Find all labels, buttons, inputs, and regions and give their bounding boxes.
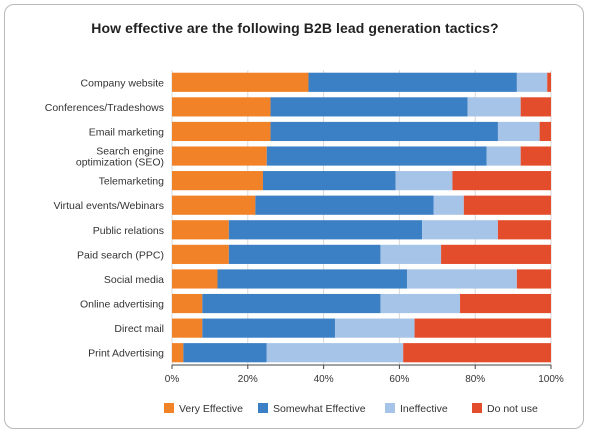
category-label: Email marketing — [89, 126, 164, 138]
bar-somewhat-effective-8 — [217, 269, 407, 289]
bar-very-effective-3 — [172, 146, 267, 166]
legend-swatch — [164, 403, 174, 413]
bar-somewhat-effective-1 — [270, 97, 468, 117]
bar-somewhat-effective-7 — [228, 244, 381, 264]
bar-ineffective-4 — [395, 171, 453, 191]
legend-swatch — [472, 403, 482, 413]
category-label: Print Advertising — [88, 348, 164, 360]
category-label: Social media — [104, 274, 164, 286]
bar-very-effective-4 — [172, 171, 263, 191]
category-label: Conferences/Tradeshows — [45, 102, 164, 114]
bar-do-not-use-9 — [460, 293, 551, 314]
bar-do-not-use-10 — [414, 318, 551, 338]
chart-title: How effective are the following B2B lead… — [91, 20, 499, 36]
category-label: Telemarketing — [99, 176, 165, 188]
category-labels: Company website Conferences/Tradeshows Ema… — [45, 77, 164, 359]
bar-ineffective-2 — [497, 121, 540, 142]
legend-swatch — [385, 403, 395, 413]
bar-very-effective-0 — [172, 72, 309, 92]
bar-ineffective-1 — [467, 97, 521, 117]
category-label: Company website — [81, 77, 165, 89]
x-axis: 0% 20% 40% 60% 80% 100% — [165, 364, 564, 385]
category-label: Public relations — [93, 225, 164, 237]
bar-somewhat-effective-9 — [202, 293, 381, 314]
category-label: Search engine optimization (SEO) — [76, 146, 164, 169]
legend-label: Ineffective — [400, 403, 448, 415]
legend: Very Effective Somewhat Effective Ineffect… — [164, 403, 538, 415]
bar-do-not-use-1 — [520, 97, 551, 117]
bar-ineffective-9 — [380, 293, 461, 314]
x-tick-label: 40% — [314, 374, 334, 385]
legend-label: Do not use — [487, 403, 538, 415]
legend-label: Somewhat Effective — [273, 403, 366, 415]
bar-ineffective-0 — [516, 72, 548, 92]
bar-ineffective-6 — [422, 220, 498, 240]
legend-swatch — [258, 403, 268, 413]
bar-ineffective-5 — [433, 195, 464, 215]
bars — [172, 72, 551, 363]
bar-do-not-use-8 — [516, 269, 551, 289]
bar-ineffective-11 — [266, 343, 404, 363]
bar-very-effective-1 — [172, 97, 271, 117]
bar-do-not-use-11 — [403, 343, 551, 363]
bar-do-not-use-7 — [441, 244, 551, 264]
category-label: Direct mail — [114, 323, 164, 335]
bar-ineffective-8 — [406, 269, 517, 289]
bar-very-effective-2 — [172, 121, 271, 142]
bar-somewhat-effective-6 — [228, 220, 423, 240]
bar-somewhat-effective-10 — [202, 318, 335, 338]
grid-lines — [171, 70, 552, 365]
category-label: Online advertising — [80, 299, 164, 311]
bar-very-effective-5 — [172, 195, 256, 215]
x-tick-label: 60% — [389, 374, 409, 385]
bar-do-not-use-3 — [520, 146, 551, 166]
x-tick-label: 0% — [165, 374, 180, 385]
bar-do-not-use-5 — [463, 195, 551, 215]
bar-do-not-use-2 — [539, 121, 551, 142]
bar-very-effective-7 — [172, 244, 229, 264]
legend-label: Very Effective — [179, 403, 243, 415]
bar-somewhat-effective-0 — [308, 72, 517, 92]
bar-very-effective-6 — [172, 220, 229, 240]
bar-somewhat-effective-11 — [183, 343, 267, 363]
bar-very-effective-8 — [172, 269, 218, 289]
bar-very-effective-9 — [172, 293, 203, 314]
x-tick-label: 80% — [465, 374, 485, 385]
bar-ineffective-10 — [334, 318, 415, 338]
bar-somewhat-effective-2 — [270, 121, 498, 142]
bar-somewhat-effective-5 — [255, 195, 434, 215]
bar-do-not-use-0 — [547, 72, 551, 92]
category-label: Virtual events/Webinars — [53, 200, 164, 212]
bar-do-not-use-6 — [497, 220, 551, 240]
x-tick-label: 20% — [238, 374, 258, 385]
bar-very-effective-11 — [172, 343, 184, 363]
bar-somewhat-effective-3 — [266, 146, 487, 166]
bar-somewhat-effective-4 — [262, 171, 396, 191]
bar-ineffective-7 — [380, 244, 442, 264]
bar-ineffective-3 — [486, 146, 521, 166]
bar-do-not-use-4 — [452, 171, 551, 191]
category-label: Paid search (PPC) — [77, 249, 164, 261]
x-tick-label: 100% — [538, 374, 564, 385]
bar-very-effective-10 — [172, 318, 203, 338]
